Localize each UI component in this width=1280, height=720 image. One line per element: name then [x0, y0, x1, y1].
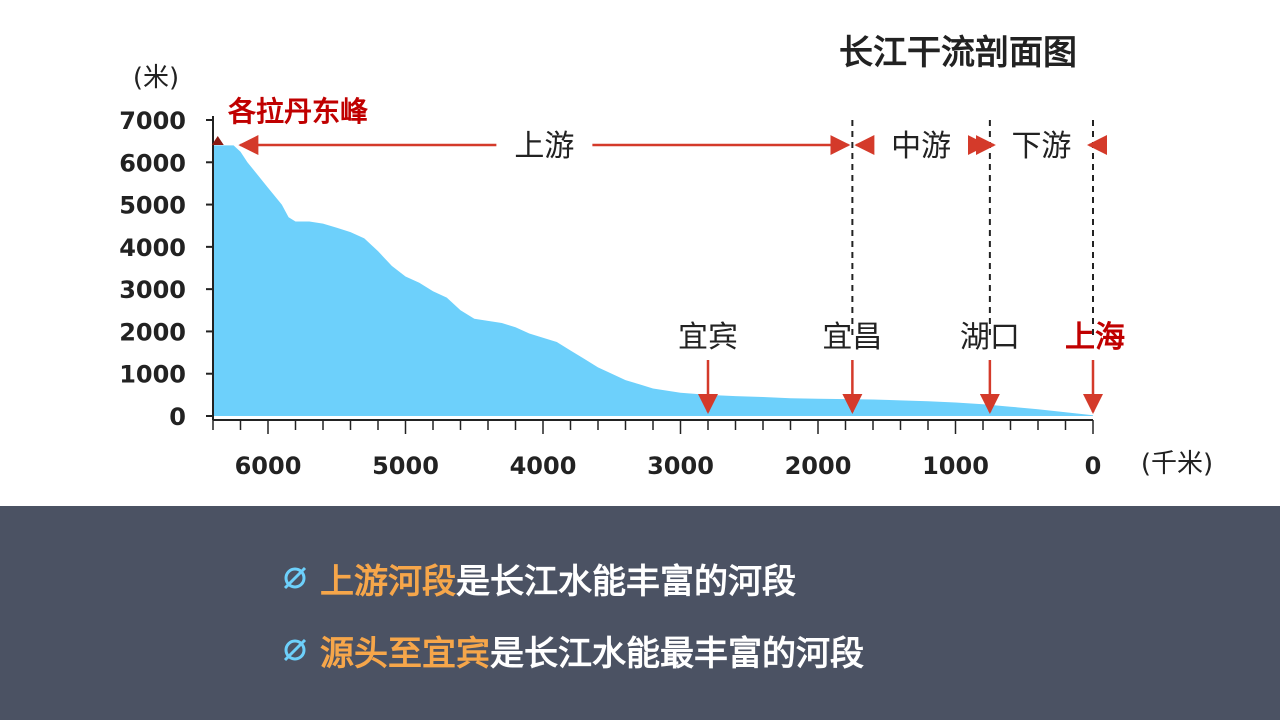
- y-tick-label: 3000: [119, 276, 186, 304]
- bullet-highlight: 上游河段: [320, 561, 456, 602]
- summary-panel: 上游河段 是长江水能丰富的河段 源头至宜宾 是长江水能最丰富的河段: [0, 506, 1280, 720]
- city-label: 湖口: [960, 320, 1020, 355]
- x-tick-label: 2000: [785, 452, 852, 480]
- bullet-icon: [283, 638, 307, 662]
- bullet-text: 是长江水能丰富的河段: [456, 561, 796, 602]
- chart-title: 长江干流剖面图: [839, 33, 1077, 73]
- bullet-item: 源头至宜宾 是长江水能最丰富的河段: [280, 626, 864, 674]
- x-tick-label: 4000: [510, 452, 577, 480]
- bullet-icon: [283, 566, 307, 590]
- x-tick-label: 5000: [372, 452, 439, 480]
- y-tick-label: 4000: [119, 234, 186, 262]
- city-label: 上海: [1065, 320, 1125, 355]
- yangtze-profile-chart: 长江干流剖面图 (米) (千米) 7000 6000 5000 4000 3000 200…: [119, 33, 1213, 480]
- elevation-area: [213, 145, 1093, 416]
- city-label: 宜昌: [822, 320, 882, 355]
- section-label: 中游: [891, 129, 951, 164]
- y-tick-label: 6000: [119, 149, 186, 177]
- bullet-text: 是长江水能最丰富的河段: [490, 633, 864, 674]
- x-tick-label: 1000: [922, 452, 989, 480]
- bullet-item: 上游河段 是长江水能丰富的河段: [280, 554, 796, 602]
- peak-label: 各拉丹东峰: [227, 95, 368, 128]
- section-label: 下游: [1011, 129, 1071, 164]
- city-label: 宜宾: [678, 320, 738, 355]
- y-axis-unit: (米): [133, 63, 179, 93]
- y-tick-label: 0: [169, 403, 186, 431]
- section-label: 上游: [514, 129, 574, 164]
- bullet-highlight: 源头至宜宾: [320, 633, 490, 674]
- y-tick-label: 1000: [119, 361, 186, 389]
- y-tick-label: 2000: [119, 318, 186, 346]
- x-tick-label: 3000: [647, 452, 714, 480]
- x-tick-label: 0: [1085, 452, 1102, 480]
- summit-marker: [211, 136, 224, 145]
- x-axis-unit: (千米): [1141, 449, 1213, 479]
- x-tick-label: 6000: [235, 452, 302, 480]
- y-tick-label: 5000: [119, 192, 186, 220]
- y-tick-label: 7000: [119, 107, 186, 135]
